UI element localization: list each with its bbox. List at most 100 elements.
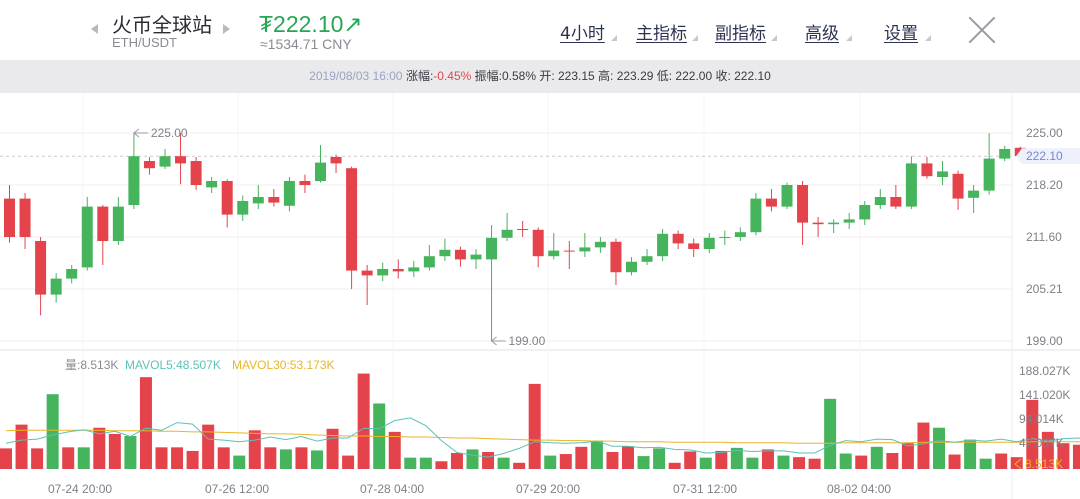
volume-bar [93,427,106,469]
volume-bar [15,424,28,469]
candle-body [905,163,917,207]
volume-bar [544,455,557,469]
volume-bar [497,457,510,469]
volume-bar [839,453,852,469]
advanced-menu[interactable]: 高级 [805,24,839,44]
time-tick-label: 07-29 20:00 [516,482,580,496]
volume-bar [419,457,432,469]
volume-bar [248,430,261,469]
price-cny: ≈1534.71 CNY [260,36,352,52]
volume-bar [575,446,588,469]
candle-body [719,237,731,238]
volume-bar [964,439,977,469]
volume-bar [1057,443,1070,469]
time-tick-label: 07-28 04:00 [360,482,424,496]
volume-bar [186,450,199,469]
candle-body [221,181,233,215]
candle-body [594,241,606,248]
volume-bar [730,447,743,469]
candle-body [828,222,840,225]
volume-bar [995,453,1008,469]
candle-body [143,161,155,169]
candle-body [703,237,715,249]
candle-body [346,168,358,271]
candle-body [439,249,451,257]
interval-4h-menu[interactable]: 4小时 [560,24,605,44]
candle-body [175,156,187,164]
volume-bar [233,455,246,469]
volume-bar [668,462,681,469]
next-pair-arrow-icon[interactable] [223,24,230,34]
volume-bar [715,450,728,469]
app-header: 火币全球站 ETH/USDT ₮222.10↗ ≈1534.71 CNY 4小时… [0,0,1080,60]
volume-bar [513,462,526,469]
high-arrow-icon [133,128,140,138]
candle-body [423,256,435,268]
volume-tick-label: 188.027K [1019,364,1070,378]
sub-indicator-menu[interactable]: 副指标 [715,24,766,44]
volume-tick-label: 94.014K [1019,412,1064,426]
candle-time: 2019/08/03 16:00 [309,69,403,83]
candle-body [486,237,498,260]
candle-body [159,156,171,167]
candle-body [50,278,62,295]
mavol30-legend: MAVOL30:53.173K [232,358,335,372]
volume-bar [948,454,961,469]
volume-bar [155,447,168,469]
current-volume-arrow-icon [1014,458,1022,470]
volume-bar [217,447,230,469]
main-indicator-caret-icon [692,35,698,41]
candle-body [283,181,295,206]
candle-body [812,222,824,225]
last-price-tag [1016,148,1080,165]
volume-bar [637,456,650,469]
mavol5-line [5,417,1080,458]
candle-body [999,149,1011,159]
settings-caret-icon [925,35,931,41]
main-indicator-menu[interactable]: 主指标 [636,24,687,44]
volume-bar [264,447,277,469]
change-value: -0.45% [433,69,472,83]
candle-body [532,229,544,257]
volume-bar [139,377,152,469]
volume-bar [808,458,821,469]
candle-body [610,241,622,273]
candle-body [128,156,140,205]
candle-body [672,233,684,244]
pair-symbol[interactable]: ETH/USDT [112,35,177,50]
candle-body [734,232,746,237]
kline-chart[interactable]: 225.00 199.00 225.00 218.20 211.60 205.21 199.… [0,93,1080,499]
advanced-caret-icon [846,35,852,41]
time-tick-label: 07-24 20:00 [48,482,112,496]
candle-ohlc: 振幅:0.58% 开: 223.15 高: 223.29 低: 222.00 收… [471,69,771,83]
volume-bar [326,428,339,469]
change-label: 涨幅: [405,69,434,83]
candle-info-bar: 2019/08/03 16:00 涨幅:-0.45% 振幅:0.58% 开: 2… [0,60,1080,93]
volume-bar [559,454,572,469]
prev-pair-arrow-icon[interactable] [91,24,98,34]
time-tick-label: 08-02 04:00 [827,482,891,496]
volume-bar [108,433,121,469]
candle-body [765,198,777,207]
mavol5-legend: MAVOL5:48.507K [125,358,221,372]
candle-body [921,163,933,177]
low-marker-label: 199.00 [509,334,546,348]
candle-body [579,247,591,252]
volume-bar [933,427,945,469]
candle-body [890,197,902,207]
volume-bar [917,422,930,469]
candle-body [377,269,389,276]
candle-body [750,198,762,233]
volume-bar [295,447,308,469]
candle-body [35,241,47,295]
exchange-name[interactable]: 火币全球站 [112,13,212,37]
volume-bar [590,440,603,469]
volume-bar [528,383,541,469]
settings-menu[interactable]: 设置 [884,24,918,44]
volume-bar [855,455,868,469]
volume-bar [62,447,75,469]
volume-bar [777,455,790,469]
candle-body [206,181,218,188]
close-icon[interactable] [968,16,996,44]
candle-body [361,270,373,276]
